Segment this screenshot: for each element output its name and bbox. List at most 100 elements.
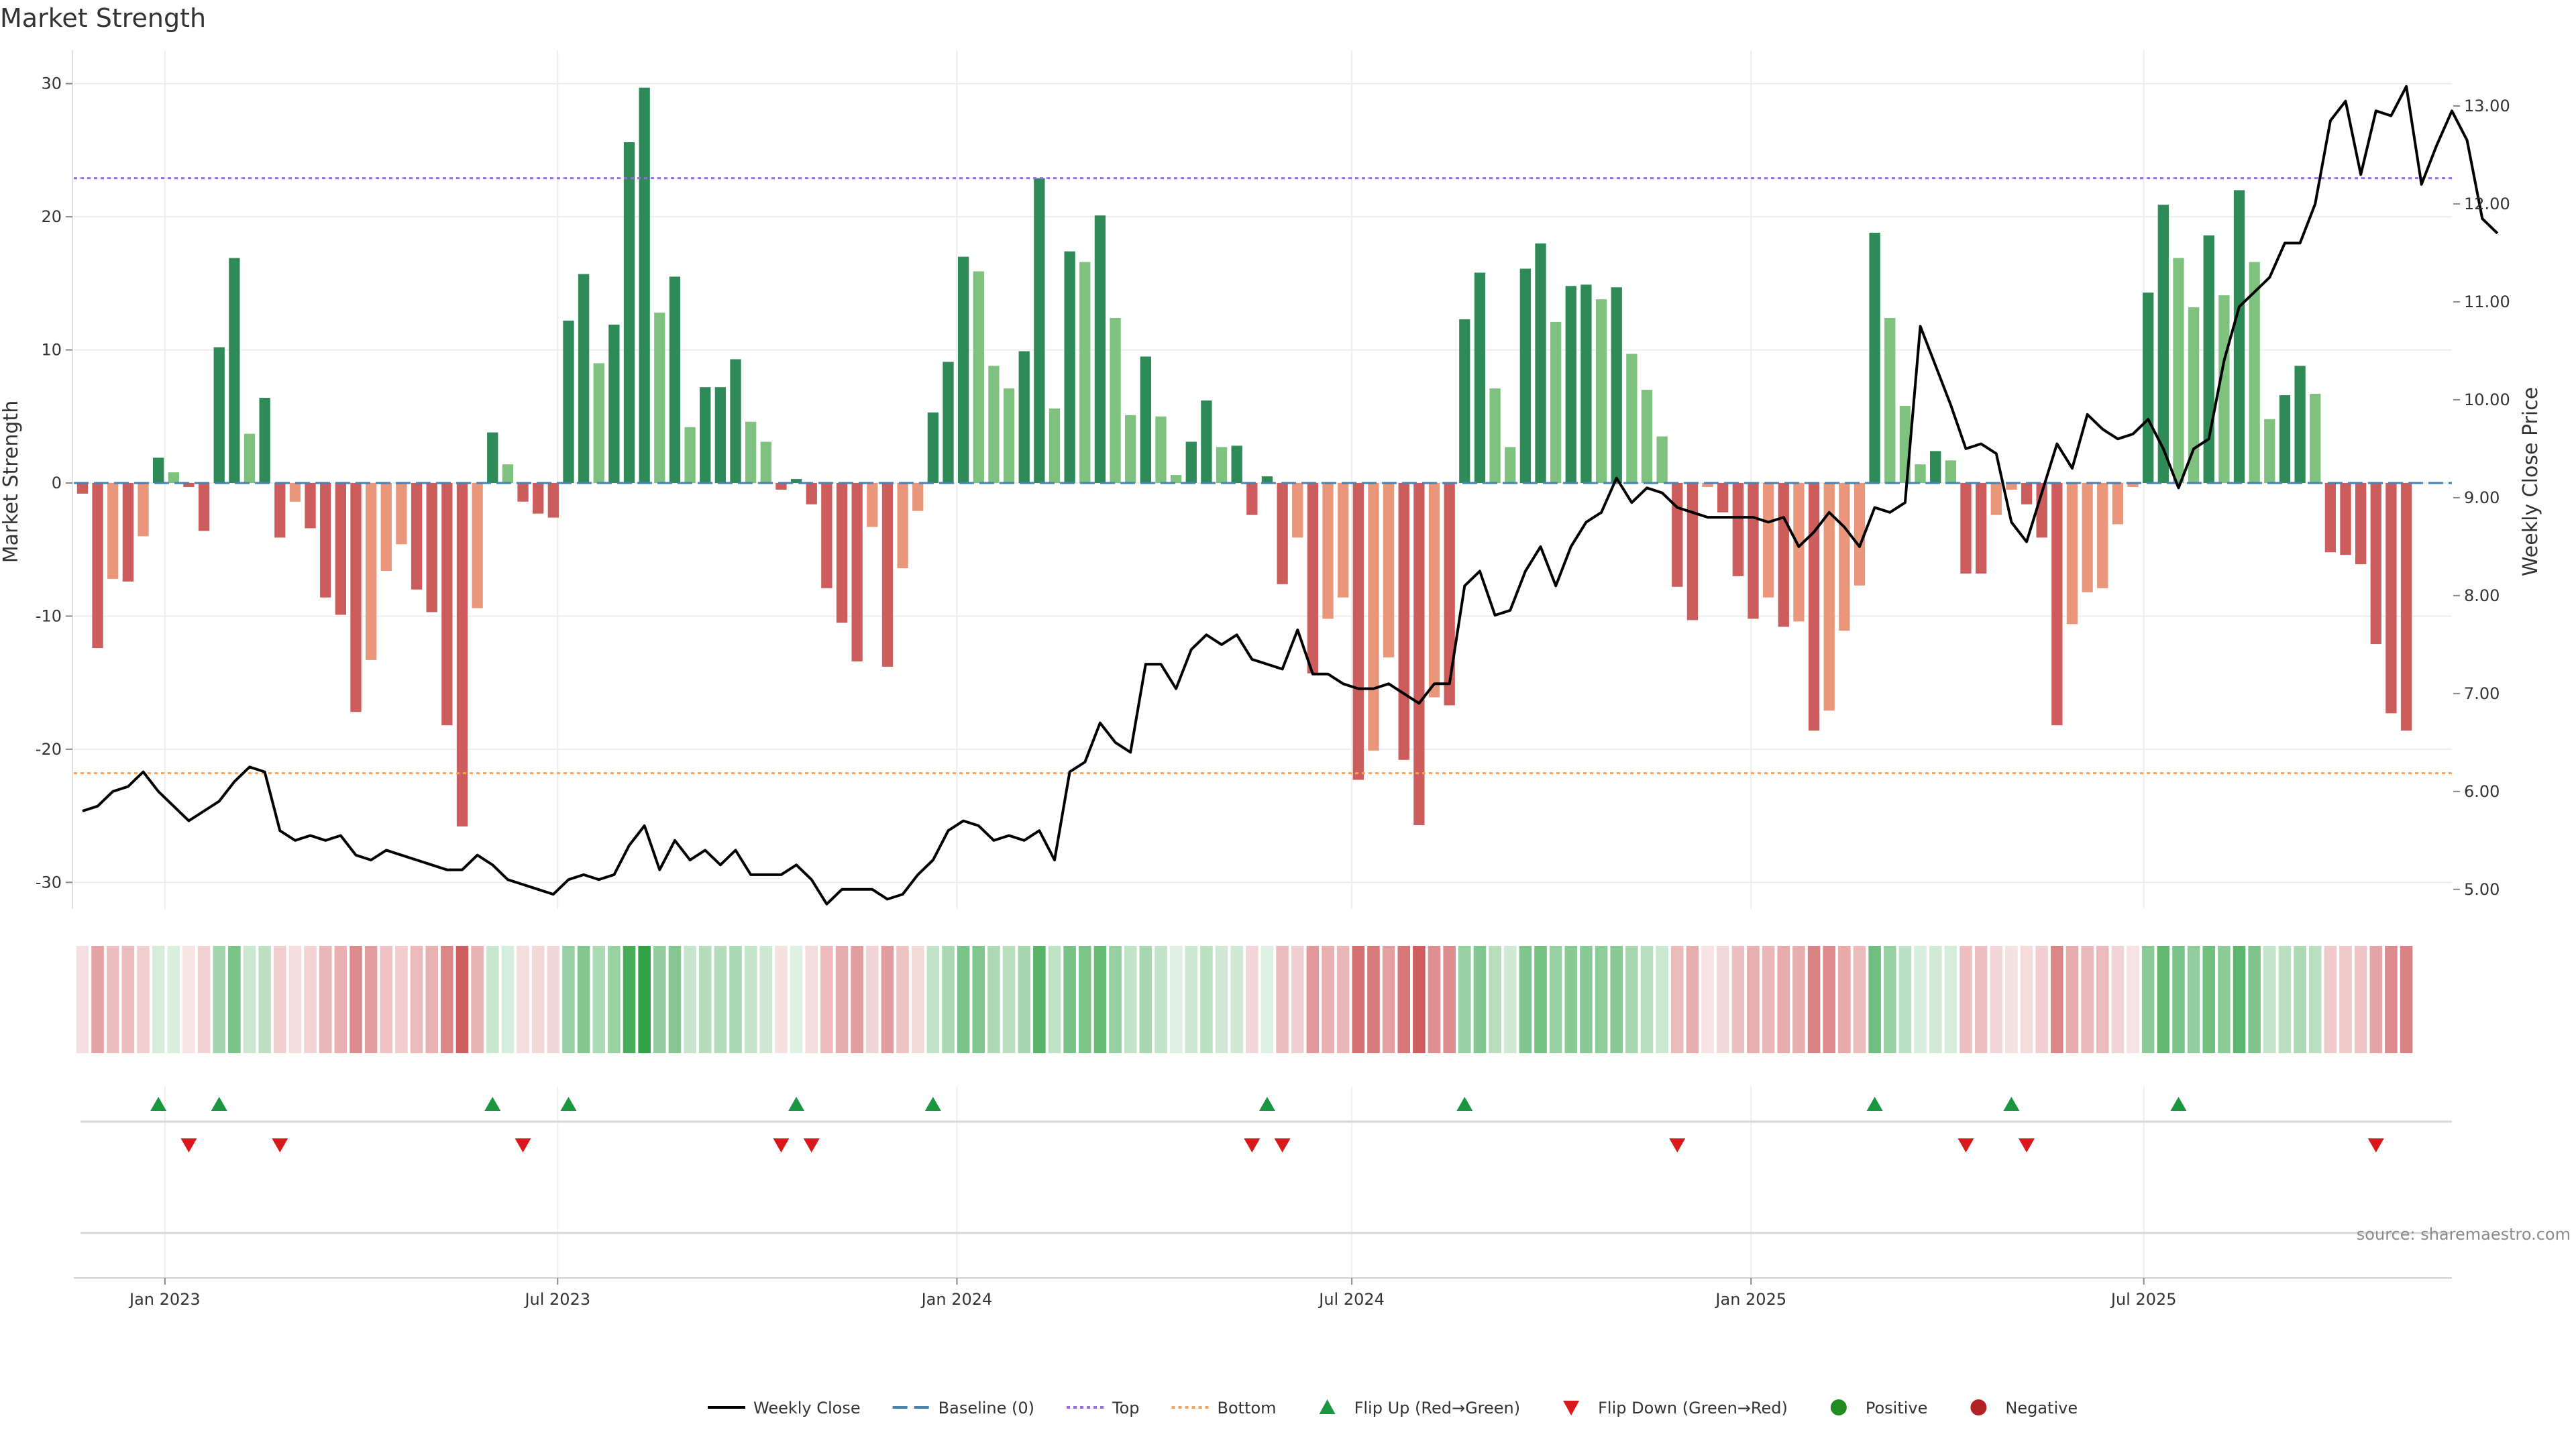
strength-bar: [2066, 483, 2078, 625]
strength-bar: [1580, 284, 1592, 483]
heat-cell: [2005, 946, 2018, 1053]
strength-bar: [2310, 394, 2321, 483]
heat-cell: [1200, 946, 1213, 1053]
heat-cell: [1701, 946, 1714, 1053]
strength-bar: [2112, 483, 2124, 525]
strength-bar: [1489, 388, 1501, 483]
heat-cell: [76, 946, 89, 1053]
heat-cell: [182, 946, 195, 1053]
strength-bar: [684, 427, 696, 483]
heat-cell: [2081, 946, 2094, 1053]
legend-item: Weekly Close: [708, 1399, 861, 1417]
strength-bar: [2097, 483, 2108, 588]
legend: Weekly Close Baseline (0) Top Bottom Flip Up…: [708, 1399, 2078, 1417]
heat-cell: [1063, 946, 1076, 1053]
heat-cell: [1671, 946, 1684, 1053]
heat-cell: [1823, 946, 1835, 1053]
strength-bar: [1368, 483, 1379, 751]
y-tick-label: 30: [41, 74, 62, 93]
strength-bar: [1505, 447, 1516, 483]
heat-cell: [805, 946, 818, 1053]
heat-cell: [744, 946, 757, 1053]
heat-cell: [2020, 946, 2033, 1053]
strength-bar: [1428, 483, 1440, 698]
strength-bar: [1201, 400, 1212, 483]
strength-bar: [1823, 483, 1835, 711]
strength-bar: [563, 320, 574, 483]
heat-cell: [486, 946, 499, 1053]
heat-cell: [319, 946, 332, 1053]
heat-cell: [1610, 946, 1623, 1053]
legend-swatch-positive: [1830, 1399, 1847, 1415]
heat-cell: [1124, 946, 1137, 1053]
heat-cell: [1489, 946, 1501, 1053]
heat-cell: [1960, 946, 1972, 1053]
y-tick-label: -20: [36, 740, 62, 759]
heat-cell: [2233, 946, 2246, 1053]
strength-bar: [1990, 483, 2002, 515]
heat-cell: [1276, 946, 1289, 1053]
heat-cell: [410, 946, 423, 1053]
strength-bar: [2157, 205, 2169, 483]
y2-tick-label: 9.00: [2464, 488, 2500, 507]
heat-cell: [1169, 946, 1183, 1053]
heat-cell: [1322, 946, 1334, 1053]
heat-cell: [2157, 946, 2170, 1053]
heat-cell: [517, 946, 529, 1053]
strength-bar: [152, 458, 164, 483]
strength-bars: [76, 87, 2412, 826]
heat-cell: [137, 946, 150, 1053]
heat-cell: [425, 946, 438, 1053]
strength-bar: [927, 412, 939, 483]
strength-bar: [1839, 483, 1850, 631]
legend-item: Flip Down (Green→Red): [1563, 1399, 1788, 1417]
heat-cell: [1731, 946, 1745, 1053]
strength-bar: [1094, 215, 1106, 483]
heat-cell: [866, 946, 879, 1053]
strength-bar: [669, 276, 681, 483]
y2-tick-label: 5.00: [2464, 880, 2500, 899]
strength-bar: [1277, 483, 1288, 584]
heat-cell: [1686, 946, 1699, 1053]
flip-up-marker: [924, 1097, 941, 1111]
strength-bar: [289, 483, 301, 502]
flip-up-marker: [1258, 1097, 1275, 1111]
strength-bar: [714, 387, 727, 483]
strength-bar: [578, 274, 590, 483]
strength-bar: [881, 483, 894, 667]
strength-bar: [1717, 483, 1729, 513]
strength-bar: [2173, 258, 2184, 483]
heat-cell: [395, 946, 408, 1053]
heat-cell: [2111, 946, 2125, 1053]
strength-bar: [1732, 483, 1744, 576]
heat-cell: [1139, 946, 1152, 1053]
strength-bar: [897, 483, 908, 568]
strength-bar: [867, 483, 878, 527]
flip-up-marker: [484, 1097, 501, 1111]
strength-bar: [1565, 286, 1576, 483]
strength-bar: [1945, 460, 1956, 483]
strength-bar: [198, 483, 210, 531]
legend-label: Baseline (0): [938, 1399, 1034, 1417]
strength-bar: [1459, 319, 1470, 483]
strength-bar: [2218, 295, 2230, 483]
heat-cell: [197, 946, 211, 1053]
strength-bar: [350, 483, 362, 712]
heat-cell: [1762, 946, 1775, 1053]
legend-item: Baseline (0): [892, 1399, 1034, 1417]
strength-bar: [1595, 299, 1607, 483]
heat-cell: [1777, 946, 1790, 1053]
heat-cell: [1898, 946, 1912, 1053]
strength-bar: [851, 483, 863, 661]
strength-bar: [183, 483, 195, 487]
heat-cell: [942, 946, 955, 1053]
x-tick-label: Jul 2024: [1318, 1290, 1385, 1309]
y-tick-label: -10: [36, 606, 62, 625]
heat-cell: [759, 946, 773, 1053]
heat-cell: [273, 946, 286, 1053]
heat-cell: [881, 946, 894, 1053]
strength-bar: [700, 387, 711, 483]
strength-bar: [1231, 445, 1242, 483]
heat-cell: [1260, 946, 1274, 1053]
heat-cell: [304, 946, 317, 1053]
